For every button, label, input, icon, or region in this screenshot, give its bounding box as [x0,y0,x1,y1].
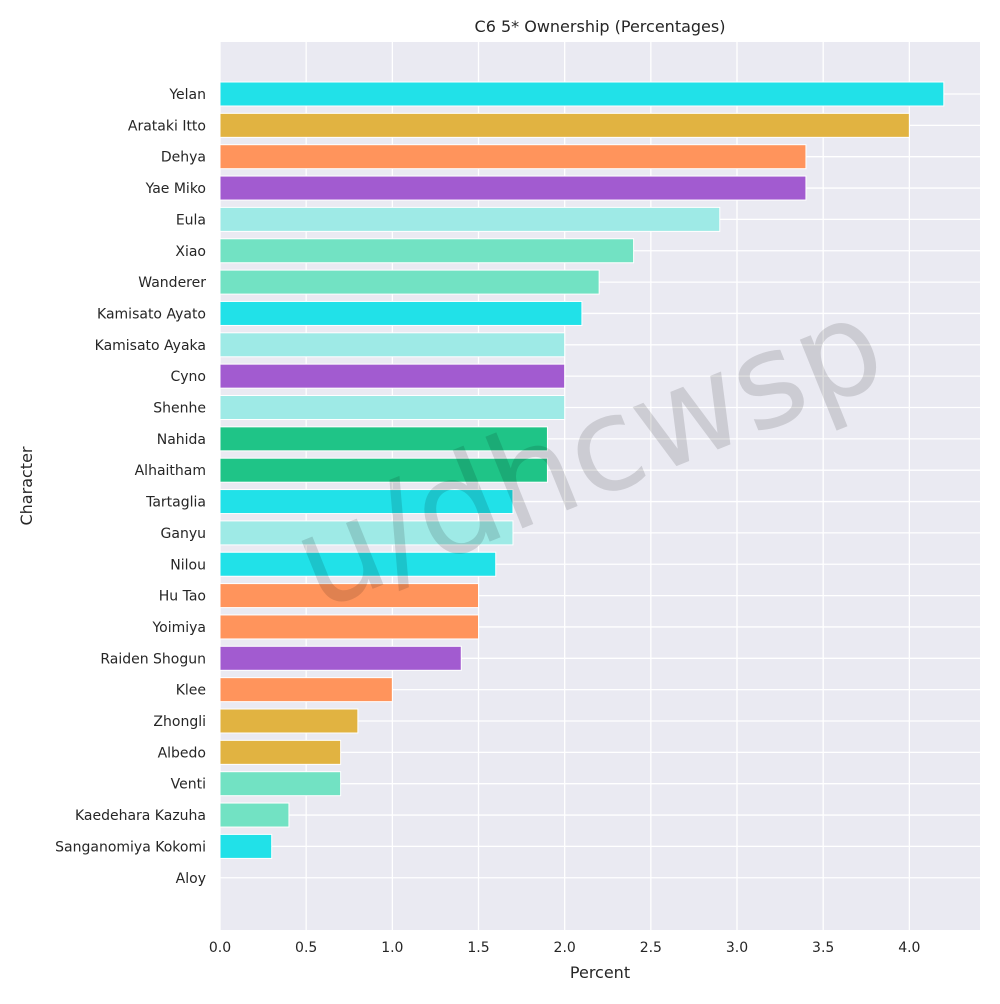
y-tick-label: Yelan [168,87,206,103]
y-tick-labels: Yelan Arataki Itto Dehya Yae Miko Eula Xiao Wa… [55,87,206,887]
bar-kamisato-ayaka [219,332,566,358]
bar-kamisato-ayato [219,300,583,326]
y-tick-label: Kamisato Ayato [97,306,206,322]
bar-sanganomiya-kokomi [219,833,273,859]
bar-nilou [219,551,497,577]
bar-hu-tao [219,583,480,609]
y-tick-label: Cyno [171,369,207,385]
y-tick-label: Klee [176,683,206,699]
y-axis-title: Character [17,446,36,525]
bar-albedo [219,739,342,765]
bar-wanderer [219,269,600,295]
x-tick-labels: 0.0 0.5 1.0 1.5 2.0 2.5 3.0 3.5 4.0 [209,940,921,956]
y-tick-label: Ganyu [161,526,206,542]
bars [219,81,945,859]
y-tick-label: Kaedehara Kazuha [75,808,206,824]
y-tick-label: Shenhe [153,401,206,417]
bar-dehya [219,144,807,170]
y-tick-label: Tartaglia [145,495,206,511]
y-tick-label: Wanderer [138,275,206,291]
bar-nahida [219,426,548,452]
y-tick-label: Yoimiya [151,620,206,636]
bar-alhaitham [219,457,548,483]
y-tick-label: Hu Tao [159,589,206,605]
bar-yae-miko [219,175,807,201]
x-tick-label: 1.0 [381,940,403,956]
bar-tartaglia [219,489,514,515]
x-tick-label: 4.0 [898,940,920,956]
y-tick-label: Albedo [158,745,206,761]
y-tick-label: Eula [176,212,206,228]
bar-xiao [219,238,635,264]
y-tick-label: Aloy [176,871,206,887]
y-tick-label: Arataki Itto [128,118,206,134]
y-tick-label: Venti [171,777,206,793]
x-tick-label: 0.0 [209,940,231,956]
y-tick-label: Alhaitham [135,463,206,479]
x-tick-label: 1.5 [467,940,489,956]
bar-cyno [219,363,566,389]
x-tick-label: 0.5 [295,940,317,956]
y-tick-label: Xiao [175,244,206,260]
y-tick-label: Kamisato Ayaka [95,338,206,354]
y-tick-label: Zhongli [153,714,206,730]
bar-zhongli [219,708,359,734]
x-tick-label: 3.5 [812,940,834,956]
bar-yelan [219,81,945,107]
bar-venti [219,771,342,797]
x-axis-title: Percent [570,963,630,982]
x-tick-label: 3.0 [726,940,748,956]
y-tick-label: Nilou [170,557,206,573]
bar-ganyu [219,520,514,546]
bar-yoimiya [219,614,480,640]
y-tick-label: Yae Miko [145,181,206,197]
x-tick-label: 2.0 [554,940,576,956]
bar-shenhe [219,395,566,420]
bar-arataki-itto [219,112,910,138]
y-tick-label: Nahida [157,432,206,448]
bar-kaedehara-kazuha [219,802,290,828]
y-tick-label: Dehya [161,150,206,166]
y-tick-label: Sanganomiya Kokomi [55,839,206,855]
chart-title: C6 5* Ownership (Percentages) [475,17,726,36]
bar-eula [219,206,721,232]
bar-raiden-shogun [219,645,462,671]
bar-klee [219,677,393,703]
x-tick-label: 2.5 [640,940,662,956]
y-tick-label: Raiden Shogun [100,651,206,667]
